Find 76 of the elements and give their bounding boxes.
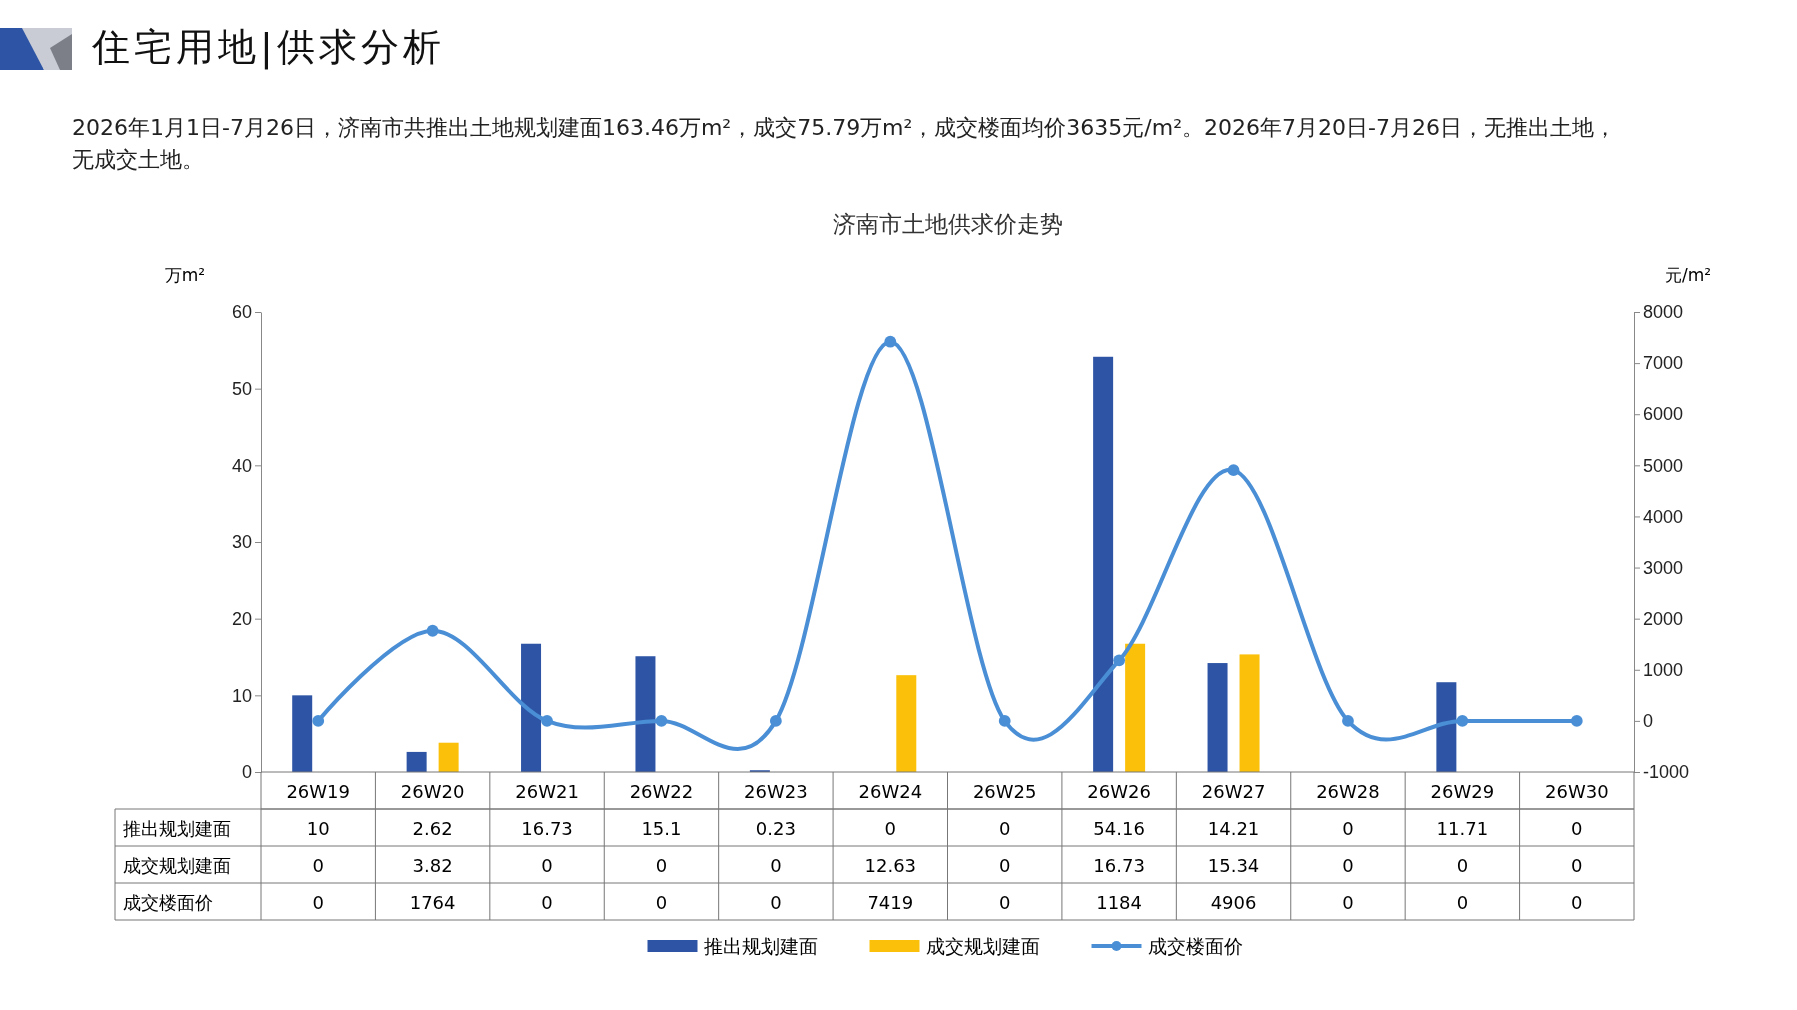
legend-label: 成交楼面价: [1147, 935, 1243, 957]
y2-tick-label: 0: [1643, 711, 1654, 732]
data-label: 3.82: [412, 854, 453, 876]
data-label: 54.16: [1093, 817, 1145, 839]
chart-title: 济南市土地供求价走势: [832, 211, 1063, 237]
x-tick-label: 26W24: [858, 780, 923, 802]
data-label: 0: [998, 817, 1011, 839]
data-label: 1764: [409, 891, 456, 913]
data-label: 0: [884, 817, 897, 839]
data-label: 0: [541, 854, 553, 876]
x-tick-label: 26W21: [515, 780, 579, 802]
data-label: 4906: [1210, 891, 1257, 913]
x-tick-label: 26W27: [1201, 780, 1266, 802]
x-tick-label: 26W30: [1544, 780, 1609, 802]
data-label: 0.23: [755, 817, 796, 839]
y2-tick-label: -1000: [1643, 762, 1690, 783]
y2-tick-label: 7000: [1643, 353, 1684, 374]
data-label: 0: [655, 891, 668, 913]
legend-label: 成交规划建面: [925, 935, 1040, 957]
data-label: 0: [1571, 854, 1583, 876]
x-tick-label: 26W19: [286, 780, 351, 802]
data-label: 0: [1456, 891, 1469, 913]
y-tick-label: 0: [241, 762, 252, 783]
data-label: 1184: [1096, 891, 1143, 913]
y2-tick-label: 1000: [1643, 660, 1684, 681]
text: 成交规划建面: [123, 854, 231, 876]
x-tick-label: 26W20: [400, 780, 465, 802]
text: 成交楼面价: [123, 891, 213, 913]
text: 2026年1月1日-7月26日，济南市共推出土地规划建面163.46万m²，成交75.79万m²，成交楼面均价3635元/m²。2026年7月20日-7月26日，无推出土地，无成交土地。: [72, 114, 1617, 174]
data-label: 7419: [867, 891, 914, 913]
x-tick-label: 26W23: [744, 780, 808, 802]
data-label: 10: [306, 817, 330, 839]
data-label: 0: [1571, 817, 1583, 839]
y-tick-label: 30: [231, 532, 252, 553]
y2-tick-label: 4000: [1643, 506, 1684, 527]
data-label: 0: [312, 891, 324, 913]
data-label: 0: [1342, 817, 1354, 839]
text: 住宅用地|供求分析: [92, 24, 445, 72]
data-label: 16.73: [1093, 854, 1145, 876]
y-axis-title: 万m²: [164, 265, 206, 285]
data-label: 0: [1571, 891, 1583, 913]
data-label: 0: [655, 854, 668, 876]
y-tick-label: 20: [231, 608, 252, 629]
data-label: 0: [1342, 891, 1354, 913]
data-label: 11.71: [1436, 817, 1489, 839]
y2-tick-label: 8000: [1643, 302, 1684, 323]
x-tick-label: 26W25: [972, 780, 1037, 802]
data-label: 2.62: [412, 817, 453, 839]
data-label: 0: [998, 891, 1011, 913]
data-label: 0: [1342, 854, 1354, 876]
y-tick-label: 50: [231, 378, 252, 399]
data-label: 0: [312, 854, 324, 876]
data-label: 15.34: [1207, 854, 1260, 876]
x-tick-label: 26W29: [1430, 780, 1495, 802]
data-label: 15.1: [641, 817, 682, 839]
data-label: 0: [998, 854, 1011, 876]
text: 推出规划建面: [123, 817, 231, 839]
y2-tick-label: 2000: [1643, 608, 1684, 629]
x-tick-label: 26W22: [629, 780, 694, 802]
y-tick-label: 10: [231, 685, 252, 706]
x-tick-label: 26W28: [1316, 780, 1380, 802]
legend-label: 推出规划建面: [703, 935, 818, 957]
y2-tick-label: 5000: [1643, 455, 1684, 476]
data-label: 0: [1456, 854, 1469, 876]
y-tick-label: 60: [231, 302, 252, 323]
y2-tick-label: 6000: [1643, 404, 1684, 425]
x-tick-label: 26W26: [1087, 780, 1151, 802]
data-label: 0: [770, 891, 782, 913]
data-label: 0: [770, 854, 782, 876]
y2-tick-label: 3000: [1643, 557, 1684, 578]
data-label: 12.63: [864, 854, 917, 876]
data-label: 0: [541, 891, 553, 913]
data-label: 14.21: [1207, 817, 1260, 839]
y-tick-label: 40: [231, 455, 252, 476]
data-label: 16.73: [521, 817, 573, 839]
y2-axis-title: 元/m²: [1664, 265, 1712, 285]
